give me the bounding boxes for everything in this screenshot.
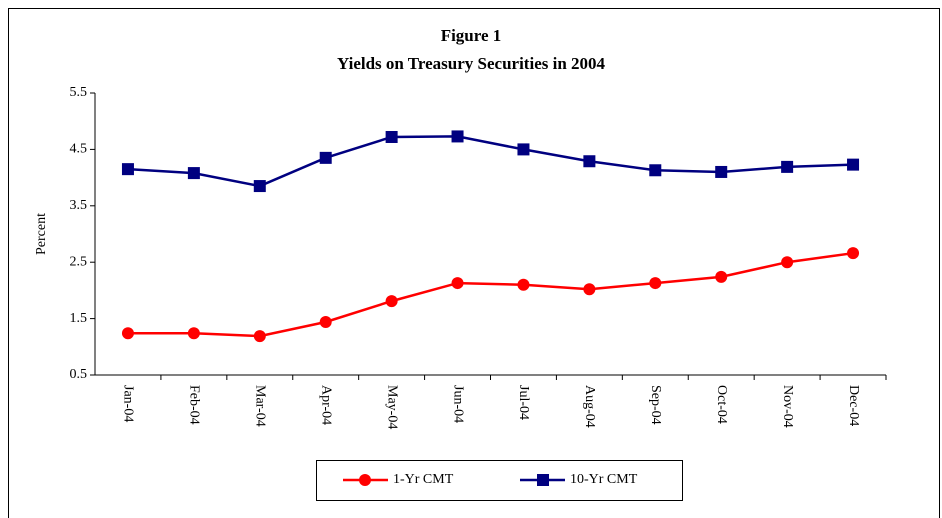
data-point	[319, 151, 332, 164]
x-tick-label: Apr-04	[318, 385, 333, 425]
x-tick-label: Dec-04	[846, 385, 861, 426]
x-tick-label: Jun-04	[450, 385, 465, 423]
legend-label: 1-Yr CMT	[393, 472, 454, 487]
x-tick-label: Feb-04	[187, 385, 202, 425]
data-point	[715, 165, 728, 178]
data-point	[385, 295, 398, 308]
series-line	[127, 251, 854, 338]
data-point	[385, 130, 398, 143]
y-axis-label: Percent	[34, 213, 49, 255]
data-point	[121, 163, 134, 176]
y-tick-label: 2.5	[70, 254, 88, 269]
chart-title: Figure 1	[441, 26, 502, 45]
data-point	[781, 256, 794, 269]
chart-frame	[8, 8, 940, 518]
data-point	[121, 327, 134, 340]
data-point	[649, 277, 662, 290]
legend-label: 10-Yr CMT	[570, 472, 638, 487]
y-tick-label: 3.5	[70, 198, 88, 213]
data-point	[781, 160, 794, 173]
x-tick-label: Sep-04	[648, 385, 663, 425]
data-point	[451, 277, 464, 290]
data-point	[187, 167, 200, 180]
x-tick-label: May-04	[384, 385, 399, 429]
chart-subtitle: Yields on Treasury Securities in 2004	[337, 54, 606, 73]
x-tick-label: Jan-04	[121, 385, 136, 422]
data-point	[649, 164, 662, 177]
x-tick-label: Oct-04	[714, 385, 729, 424]
y-tick-label: 0.5	[70, 367, 88, 382]
data-point	[583, 155, 596, 168]
data-point	[253, 180, 266, 193]
x-tick-label: Nov-04	[780, 385, 795, 428]
y-tick-label: 1.5	[70, 311, 88, 326]
data-point	[847, 158, 860, 171]
y-tick-label: 4.5	[70, 142, 88, 157]
data-point	[847, 247, 860, 260]
data-point	[187, 327, 200, 340]
legend-marker	[537, 474, 549, 486]
data-point	[517, 143, 530, 156]
legend-marker	[359, 474, 371, 486]
data-point	[253, 330, 266, 343]
data-point	[583, 283, 596, 296]
x-tick-label: Mar-04	[253, 385, 268, 427]
x-tick-label: Jul-04	[516, 385, 531, 420]
data-point	[451, 130, 464, 143]
data-point	[319, 315, 332, 328]
series-line	[127, 135, 854, 188]
data-point	[715, 270, 728, 283]
y-tick-label: 5.5	[70, 85, 88, 100]
data-point	[517, 278, 530, 291]
x-tick-label: Aug-04	[582, 385, 597, 428]
